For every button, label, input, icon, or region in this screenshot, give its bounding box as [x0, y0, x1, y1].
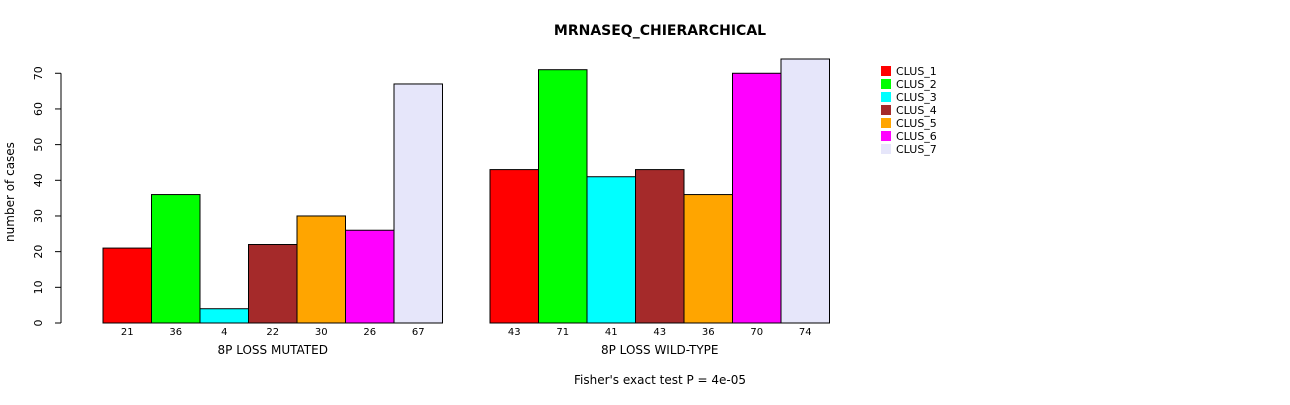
bar-group: 43 71 41 43 36 70 74 8P LOSS WILD-TYPE [489, 58, 830, 357]
legend-item: CLUS_4 [881, 104, 937, 117]
bar-clus-5 [296, 215, 346, 324]
y-axis: 0 10 20 30 40 50 60 70 [32, 66, 62, 327]
legend-swatch [881, 144, 891, 154]
legend-label: CLUS_4 [896, 104, 937, 117]
legend-label: CLUS_1 [896, 65, 937, 78]
bar-count-label: 21 [121, 327, 134, 338]
legend-item: CLUS_6 [881, 130, 937, 143]
bar-count-label: 36 [169, 327, 182, 338]
bar-clus-3 [586, 176, 636, 324]
bar-clus-1 [102, 247, 152, 324]
y-tick-label: 60 [32, 102, 45, 116]
y-tick-label: 10 [32, 280, 45, 294]
fisher-test-footnote: Fisher's exact test P = 4e-05 [574, 373, 746, 387]
bar-count-label: 71 [556, 327, 569, 338]
bar-clus-2 [151, 194, 201, 324]
legend-item: CLUS_2 [881, 78, 937, 91]
legend-label: CLUS_2 [896, 78, 937, 91]
legend-swatch [881, 79, 891, 89]
bar-clus-7 [393, 83, 443, 324]
bar-count-label: 4 [221, 327, 227, 338]
legend-item: CLUS_3 [881, 91, 937, 104]
group-label: 8P LOSS MUTATED [218, 343, 328, 357]
bar-count-label: 41 [605, 327, 618, 338]
bar-clus-4 [635, 169, 685, 324]
bar-clus-1 [489, 169, 539, 324]
bar-count-label: 43 [653, 327, 666, 338]
legend: CLUS_1CLUS_2CLUS_3CLUS_4CLUS_5CLUS_6CLUS… [881, 65, 937, 156]
legend-item: CLUS_5 [881, 117, 937, 130]
bar-count-label: 43 [508, 327, 521, 338]
legend-swatch [881, 92, 891, 102]
bar-clus-4 [248, 244, 298, 324]
legend-item: CLUS_1 [881, 65, 937, 78]
legend-swatch [881, 118, 891, 128]
chart-title: MRNASEQ_CHIERARCHICAL [554, 23, 766, 39]
y-tick-label: 50 [32, 138, 45, 152]
legend-label: CLUS_6 [896, 130, 937, 143]
y-axis-label: number of cases [3, 142, 17, 242]
legend-label: CLUS_7 [896, 143, 937, 156]
bar-count-label: 30 [315, 327, 328, 338]
bar-count-label: 67 [412, 327, 425, 338]
bar-count-label: 70 [750, 327, 763, 338]
bar-count-label: 74 [799, 327, 812, 338]
bar-count-label: 26 [363, 327, 376, 338]
legend-label: CLUS_3 [896, 91, 937, 104]
bar-clus-6 [732, 72, 782, 324]
legend-swatch [881, 131, 891, 141]
group-label: 8P LOSS WILD-TYPE [601, 343, 718, 357]
legend-swatch [881, 105, 891, 115]
y-tick-label: 30 [32, 209, 45, 223]
legend-item: CLUS_7 [881, 143, 937, 156]
legend-label: CLUS_5 [896, 117, 937, 130]
bar-count-label: 36 [702, 327, 715, 338]
bar-clus-6 [345, 229, 395, 324]
legend-swatch [881, 66, 891, 76]
bar-clus-2 [538, 69, 588, 324]
bar-count-label: 22 [266, 327, 279, 338]
bar-groups: 21 36 4 22 30 26 67 8P LOSS MUTATED 43 71 41 43 36 70… [102, 58, 830, 357]
y-tick-label: 70 [32, 66, 45, 80]
bar-group: 21 36 4 22 30 26 67 8P LOSS MUTATED [102, 83, 443, 357]
y-tick-label: 40 [32, 173, 45, 187]
bar-clus-3 [199, 308, 249, 324]
y-tick-label: 0 [32, 320, 45, 327]
bar-clus-5 [683, 194, 733, 324]
bar-clus-7 [780, 58, 830, 324]
y-tick-label: 20 [32, 245, 45, 259]
